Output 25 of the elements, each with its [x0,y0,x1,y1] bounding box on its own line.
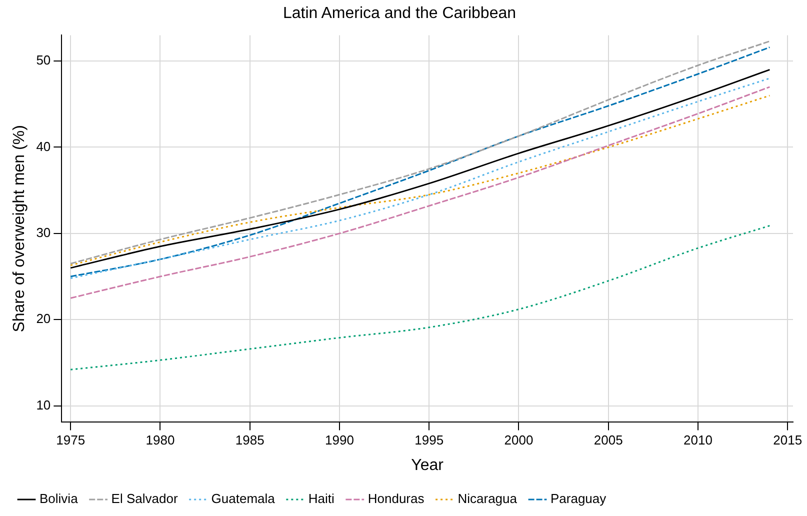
legend-label: Nicaragua [458,491,518,506]
x-tick-label: 2010 [684,432,712,448]
y-axis-title: Share of overweight men (%) [11,125,28,332]
y-tick-label: 50 [36,52,51,68]
legend-label: El Salvador [111,491,178,506]
x-tick-label: 1995 [414,432,444,448]
legend-label: Bolivia [40,491,79,506]
y-tick-label: 10 [36,397,51,412]
line-series [70,224,770,370]
y-tick-label: 40 [36,138,51,154]
x-tick-label: 2000 [504,432,534,448]
x-tick-label: 1975 [56,432,86,448]
x-tick-label: 1990 [325,432,354,448]
x-tick-label: 2005 [594,432,623,448]
legend-label: Honduras [368,491,425,506]
legend-label: Paraguay [550,491,607,506]
legend-label: Haiti [308,491,334,506]
y-tick-label: 30 [36,225,51,240]
x-tick-label: 1980 [146,432,175,448]
x-axis-title: Year [411,456,444,474]
legend-label: Guatemala [211,491,276,506]
y-tick-label: 20 [36,311,51,326]
x-tick-label: 2015 [773,432,802,448]
x-tick-label: 1985 [235,432,264,448]
chart-title: Latin America and the Caribbean [282,5,516,22]
